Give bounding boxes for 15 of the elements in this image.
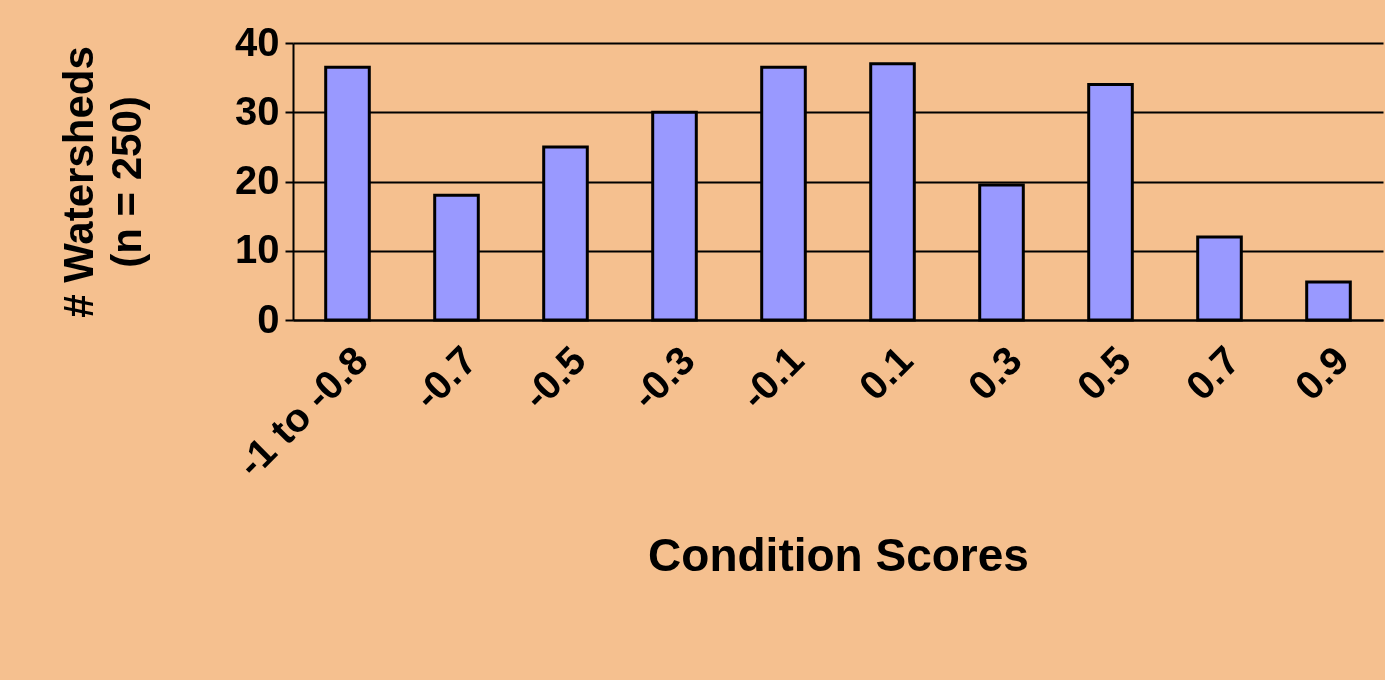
y-axis-title: # Watersheds (n = 250) [55, 46, 151, 318]
x-axis-title: Condition Scores [648, 529, 1029, 582]
x-tick-label: -0.1 [731, 337, 812, 418]
x-tick-label: -0.5 [513, 337, 594, 418]
x-tick-label: 0.5 [1068, 337, 1139, 409]
x-tick-label: -0.7 [404, 337, 485, 418]
x-tick-label: 0.7 [1177, 337, 1248, 409]
y-tick-label: 30 [235, 88, 280, 133]
y-tick-label: 20 [235, 158, 280, 202]
x-tick-label: 0.9 [1286, 337, 1357, 409]
y-tick-label: 10 [235, 227, 280, 272]
x-tick-label: 0.3 [959, 337, 1030, 409]
y-tick-label: 40 [235, 19, 280, 64]
x-tick-label: -0.3 [622, 337, 703, 418]
x-tick-label: 0.1 [850, 337, 921, 409]
